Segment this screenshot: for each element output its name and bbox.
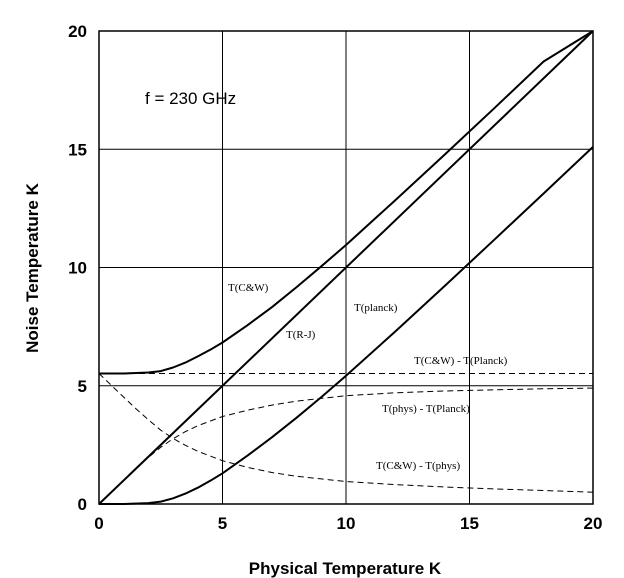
- cw-minus-phys-line: [98, 373, 594, 493]
- plot-frame: [98, 30, 594, 505]
- x-tick-label: 20: [584, 514, 603, 533]
- y-tick-label: 5: [78, 377, 87, 396]
- y-tick-label: 0: [78, 495, 87, 514]
- tick-labels: 0 5 10 15 20 0 5 10 15 20: [68, 22, 602, 533]
- y-tick-label: 10: [68, 259, 87, 278]
- x-tick-label: 10: [337, 514, 356, 533]
- x-tick-label: 0: [94, 514, 103, 533]
- label-t-rj: T(R-J): [286, 329, 316, 341]
- frequency-annotation: f = 230 GHz: [145, 89, 236, 108]
- phys-minus-planck-line: [98, 387, 594, 505]
- y-tick-label: 15: [68, 140, 87, 159]
- y-tick-label: 20: [68, 22, 87, 41]
- t-cw-line: [99, 30, 594, 375]
- label-phys-minus-planck: T(phys) - T(Planck): [382, 403, 470, 415]
- label-cw-minus-phys: T(C&W) - T(phys): [376, 460, 460, 472]
- label-cw-minus-planck: T(C&W) - T(Planck): [414, 355, 508, 367]
- series-lines: [98, 30, 594, 505]
- label-t-planck: T(planck): [354, 302, 398, 314]
- x-tick-label: 5: [218, 514, 227, 533]
- x-axis-title: Physical Temperature K: [249, 559, 442, 578]
- y-axis-title: Noise Temperature K: [23, 182, 42, 352]
- label-t-cw: T(C&W): [228, 282, 269, 294]
- t-rj-line: [98, 30, 594, 505]
- x-tick-label: 15: [460, 514, 479, 533]
- t-planck-line: [99, 146, 594, 505]
